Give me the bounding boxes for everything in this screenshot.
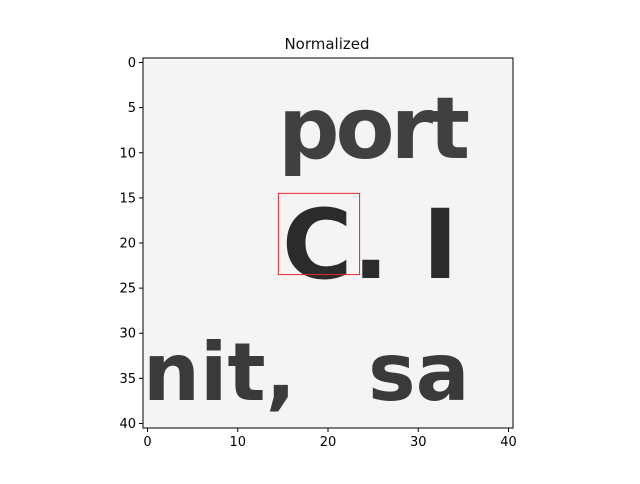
y-tick-label: 35 [119,372,136,387]
y-tick-label: 0 [128,56,136,71]
text-snippet: port C. I nit, sa [143,79,473,419]
snippet-line-3: nit, [143,326,296,419]
y-tick-label: 10 [119,146,136,161]
x-tick-label: 0 [143,435,151,450]
plot-title: Normalized [284,35,369,53]
x-tick-label: 30 [410,435,427,450]
grayscale-image: port C. I nit, sa [143,58,513,428]
x-tick-label: 20 [320,435,337,450]
y-tick-label: 30 [119,327,136,342]
snippet-line-4: sa [368,326,470,419]
image-background [143,58,513,428]
x-tick-label: 40 [500,435,517,450]
snippet-line-2: C. I [282,189,458,301]
y-tick-label: 40 [119,417,136,432]
y-axis-ticks: 0 5 10 15 20 25 30 35 40 [119,56,143,432]
y-tick-label: 20 [119,237,136,252]
axes-frame [142,57,514,429]
y-tick-label: 15 [119,191,136,206]
y-tick-label: 5 [128,101,136,116]
y-tick-label: 25 [119,282,136,297]
snippet-line-1: port [278,79,469,179]
highlight-box [277,192,361,276]
x-tick-label: 10 [229,435,246,450]
x-axis-ticks: 0 10 20 30 40 [143,428,517,450]
